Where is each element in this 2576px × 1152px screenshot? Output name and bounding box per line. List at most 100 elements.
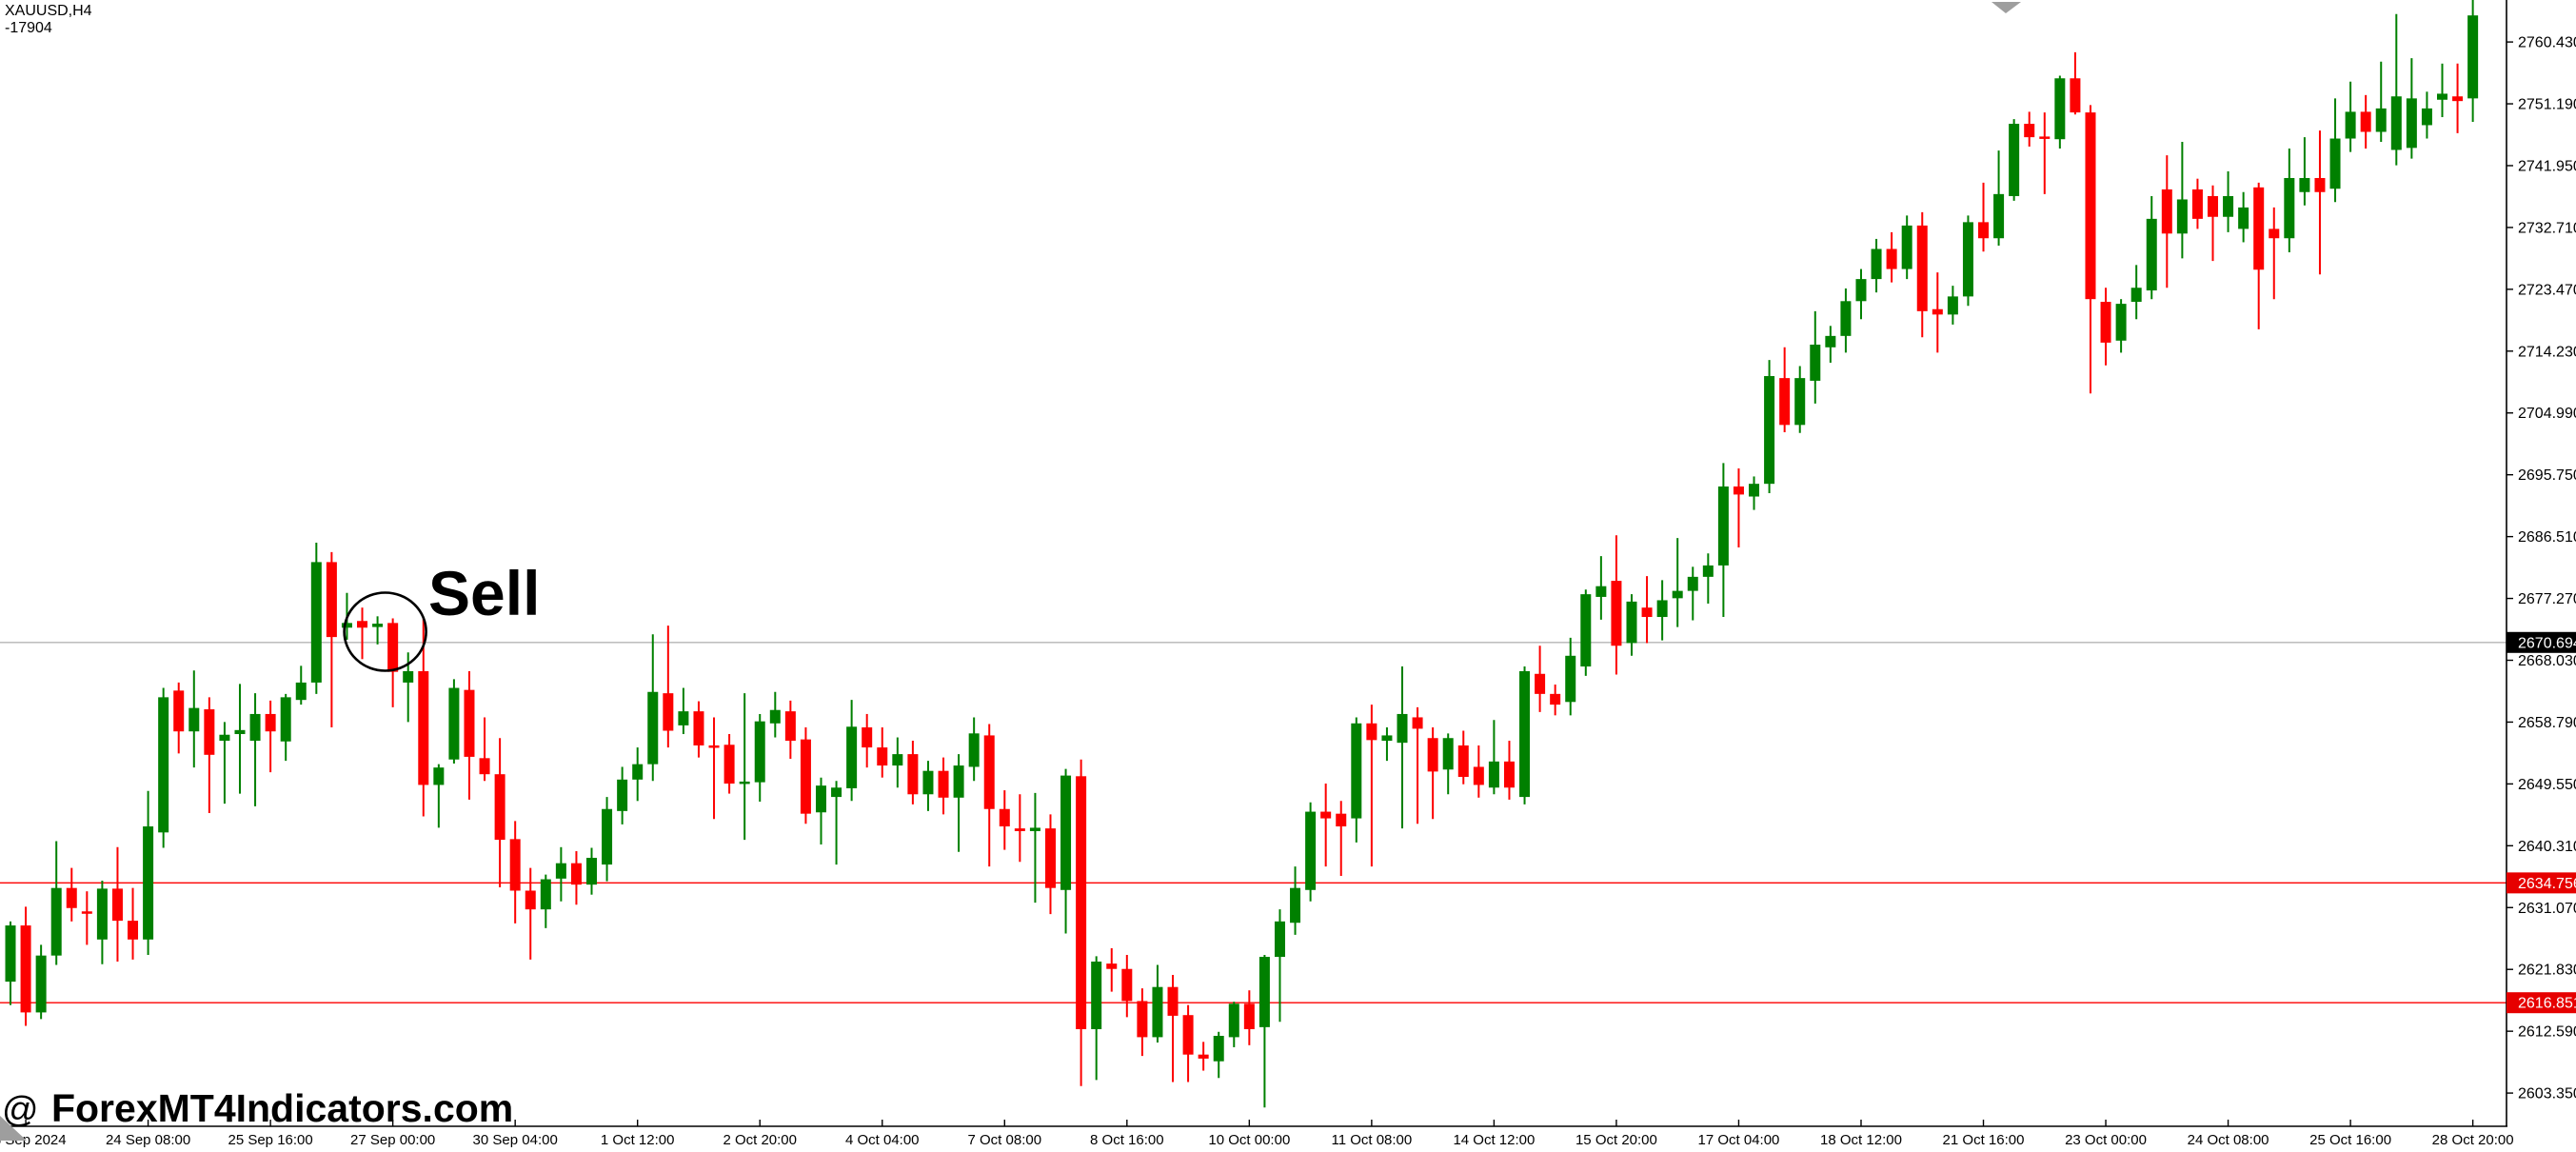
price-tick-label: 2751.190	[2518, 97, 2576, 113]
price-tick-label: 2760.430	[2518, 35, 2576, 51]
time-tick-label: 27 Sep 00:00	[350, 1132, 435, 1148]
candle-body-bear	[2452, 96, 2464, 102]
time-tick-label: 24 Oct 08:00	[2188, 1132, 2269, 1148]
candle-body-bear	[494, 774, 505, 841]
candle-body-bear	[1320, 811, 1332, 819]
time-tick-label: 14 Oct 12:00	[1453, 1132, 1535, 1148]
candle-body-bear	[663, 693, 674, 731]
candle-body-bull	[310, 562, 322, 683]
candle-body-bear	[1412, 717, 1423, 729]
level-price-badge	[2507, 872, 2576, 894]
candles	[5, 0, 2479, 1108]
time-tick-label: 30 Sep 04:00	[473, 1132, 558, 1148]
price-tick-label: 2741.950	[2518, 158, 2576, 174]
candle-body-bear	[464, 689, 475, 757]
candle-body-bull	[2345, 111, 2356, 139]
time-tick-label: 15 Oct 20:00	[1575, 1132, 1657, 1148]
candle-body-bear	[20, 925, 31, 1013]
candle-body-bull	[1305, 811, 1317, 890]
candle-body-bear	[2208, 195, 2219, 217]
candle-body-bear	[2085, 112, 2096, 300]
candle-body-bear	[570, 863, 582, 885]
candle-body-bear	[479, 758, 490, 775]
candle-body-bear	[525, 890, 536, 910]
price-badge-label: 2634.756	[2518, 876, 2576, 892]
candle-body-bull	[1488, 761, 1499, 788]
candle-body-bull	[2329, 138, 2341, 189]
time-tick-label: 25 Oct 16:00	[2309, 1132, 2391, 1148]
price-tick-label: 2658.790	[2518, 715, 2576, 731]
time-tick-label: 4 Oct 04:00	[845, 1132, 920, 1148]
candle-body-bear	[509, 839, 521, 891]
candle-body-bull	[2238, 207, 2249, 229]
candle-body-bull	[1764, 376, 1775, 485]
price-tick-label: 2612.590	[2518, 1024, 2576, 1041]
candle-body-bull	[2406, 98, 2417, 149]
candle-body-bull	[540, 879, 551, 910]
candle-body-bull	[2130, 288, 2142, 303]
candle-body-bull	[1595, 586, 1607, 597]
indicator-value-label: -17904	[5, 20, 52, 36]
candle-body-bear	[1916, 225, 1928, 311]
candle-body-bull	[234, 729, 246, 735]
candle-body-bull	[632, 764, 644, 780]
candle-body-bull	[1947, 296, 1958, 315]
watermark-text: ForexMT4Indicators.com	[40, 1086, 514, 1130]
corner-wedge-icon	[0, 1116, 27, 1141]
candle-body-bear	[2314, 177, 2326, 192]
price-axis-scale[interactable]: 2760.430 2751.190 2741.950 2732.710 2723.470…	[2507, 35, 2576, 1102]
candle-body-bear	[2024, 124, 2035, 138]
candle-body-bull	[1717, 486, 1729, 566]
candle-body-bull	[815, 785, 826, 813]
price-tick-label: 2732.710	[2518, 220, 2576, 236]
candle-body-bull	[647, 691, 659, 765]
candle-body-bull	[96, 888, 108, 940]
candle-body-bull	[280, 697, 291, 742]
price-badges: 2670.694 2634.756 2616.851	[2507, 631, 2576, 1014]
candle-body-bull	[143, 826, 154, 940]
candle-body-bull	[1029, 827, 1040, 831]
candle-body-bull	[1962, 222, 1973, 297]
candle-body-bear	[111, 888, 123, 922]
price-tick-label: 2640.310	[2518, 839, 2576, 855]
candle-body-bear	[418, 670, 429, 785]
time-tick-label: 2 Oct 20:00	[723, 1132, 797, 1148]
candle-body-bear	[1336, 813, 1347, 827]
candle-body-bear	[862, 726, 873, 748]
candle-body-bull	[2146, 218, 2157, 291]
candle-body-bull	[739, 781, 750, 785]
candle-body-bear	[784, 711, 796, 742]
candle-body-bear	[2360, 111, 2371, 132]
candle-body-bull	[1519, 670, 1531, 798]
candle-body-bear	[2253, 187, 2265, 270]
candle-body-bear	[1611, 581, 1622, 646]
candle-body-bull	[602, 808, 613, 865]
candle-body-bull	[372, 624, 384, 627]
candle-body-bull	[1901, 225, 1912, 269]
candle-body-bull	[1565, 655, 1576, 703]
candle-body-bear	[1427, 738, 1438, 772]
price-badge-label: 2616.851	[2518, 996, 2576, 1012]
candle-body-bear	[326, 562, 337, 638]
candle-body-bull	[50, 887, 62, 956]
bid-price-badge	[2507, 631, 2576, 653]
candle-body-bull	[295, 682, 307, 701]
candle-body-bull	[1871, 248, 1882, 280]
candle-body-bull	[617, 779, 628, 811]
candle-body-bear	[2070, 78, 2081, 113]
candle-body-bull	[1855, 279, 1867, 302]
candle-body-bull	[188, 707, 200, 732]
candle-body-bear	[907, 754, 919, 795]
candle-body-bear	[128, 921, 139, 940]
candle-body-bull	[831, 787, 842, 798]
candle-body-bull	[448, 687, 460, 760]
candle-body-bear	[1886, 248, 1897, 269]
chart-shift-marker-icon[interactable]	[1991, 2, 2021, 13]
candle-body-bull	[586, 858, 598, 885]
price-tick-label: 2704.990	[2518, 406, 2576, 422]
annotations: Sell	[343, 558, 540, 672]
candle-body-bull	[403, 670, 414, 683]
time-tick-label: 28 Oct 20:00	[2432, 1132, 2514, 1148]
